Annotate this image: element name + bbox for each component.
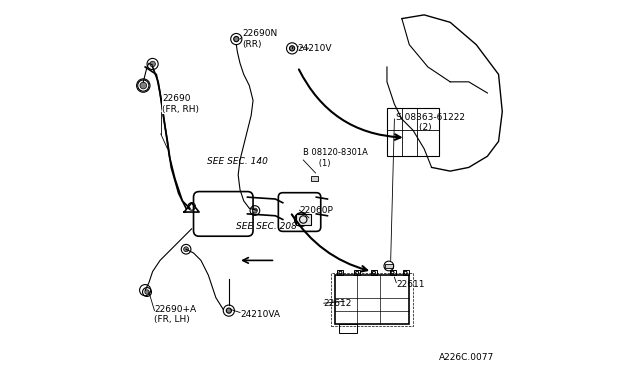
Bar <box>385 264 392 268</box>
Bar <box>354 270 360 275</box>
Text: 22612: 22612 <box>324 299 352 308</box>
Text: 22611: 22611 <box>396 280 425 289</box>
Text: B 08120-8301A
      (1): B 08120-8301A (1) <box>303 148 368 168</box>
Text: 22690+A
(FR, LH): 22690+A (FR, LH) <box>154 305 196 324</box>
Circle shape <box>227 308 232 313</box>
Bar <box>387 108 439 156</box>
Text: 24210VA: 24210VA <box>240 310 280 319</box>
Circle shape <box>145 290 149 294</box>
Circle shape <box>184 247 189 251</box>
Text: SEE SEC. 208: SEE SEC. 208 <box>236 222 297 231</box>
Text: 22690N
(RR): 22690N (RR) <box>242 29 277 49</box>
Bar <box>296 214 310 225</box>
Bar <box>371 270 377 275</box>
Circle shape <box>150 61 156 67</box>
Circle shape <box>289 46 294 51</box>
Text: SEE SEC. 140: SEE SEC. 140 <box>207 157 268 166</box>
Bar <box>335 275 410 324</box>
Text: 24210V: 24210V <box>298 44 332 53</box>
Bar <box>339 324 357 333</box>
Text: 22060P: 22060P <box>300 206 333 215</box>
Bar <box>337 270 344 275</box>
Bar <box>331 273 413 326</box>
Text: 22690
(FR, RH): 22690 (FR, RH) <box>162 94 199 114</box>
Text: A226C.0077: A226C.0077 <box>439 353 494 362</box>
Text: S 08363-61222
        (2): S 08363-61222 (2) <box>396 113 465 132</box>
Bar <box>390 270 396 275</box>
Circle shape <box>253 208 257 213</box>
Circle shape <box>140 82 147 89</box>
Bar <box>403 270 408 275</box>
Circle shape <box>234 36 239 42</box>
Bar <box>310 176 318 181</box>
